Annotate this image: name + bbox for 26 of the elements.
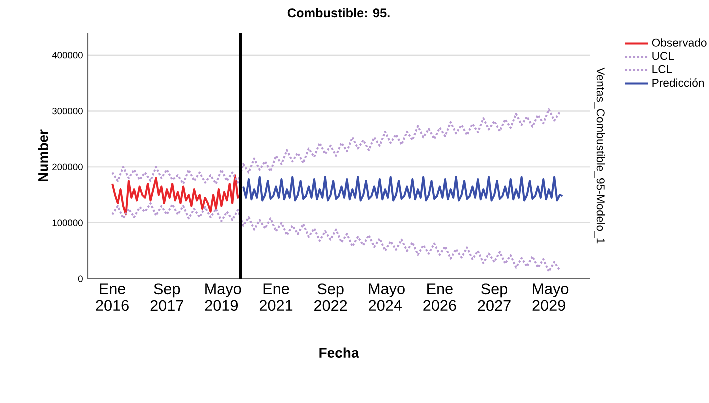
y-tick-label: 200000 xyxy=(52,164,83,170)
y-axis-title: Number xyxy=(38,130,48,182)
line-series xyxy=(242,176,564,202)
legend-label: LCL xyxy=(652,65,672,74)
x-tick-label: Mayo 2024 xyxy=(369,284,405,312)
line-series xyxy=(112,108,561,185)
line-series xyxy=(112,174,242,216)
x-tick-label: Sep 2027 xyxy=(478,284,511,312)
y-tick-label: 0 xyxy=(78,276,83,282)
legend-label: Observado xyxy=(652,38,707,47)
x-tick-label: Ene 2016 xyxy=(96,284,129,312)
line-series xyxy=(112,202,561,273)
text: Ventas_Combustible_95-Modelo_1 xyxy=(594,68,606,244)
x-axis-title: Fecha xyxy=(320,348,360,358)
y-tick-label: 300000 xyxy=(52,108,83,115)
chart-title: Combustible: 95. xyxy=(288,8,390,18)
x-tick-label: Mayo 2019 xyxy=(205,284,242,312)
x-tick-label: Ene 2026 xyxy=(424,284,456,312)
x-tick-label: Sep 2017 xyxy=(150,284,184,312)
legend-label: UCL xyxy=(652,52,674,60)
x-tick-label: Mayo 2029 xyxy=(532,284,569,312)
x-tick-label: Sep 2022 xyxy=(314,284,348,312)
y-tick-label: 100000 xyxy=(52,220,83,226)
legend-label: Predicción xyxy=(652,78,704,88)
y-tick-label: 400000 xyxy=(52,52,83,59)
x-tick-label: Ene 2021 xyxy=(260,284,293,312)
